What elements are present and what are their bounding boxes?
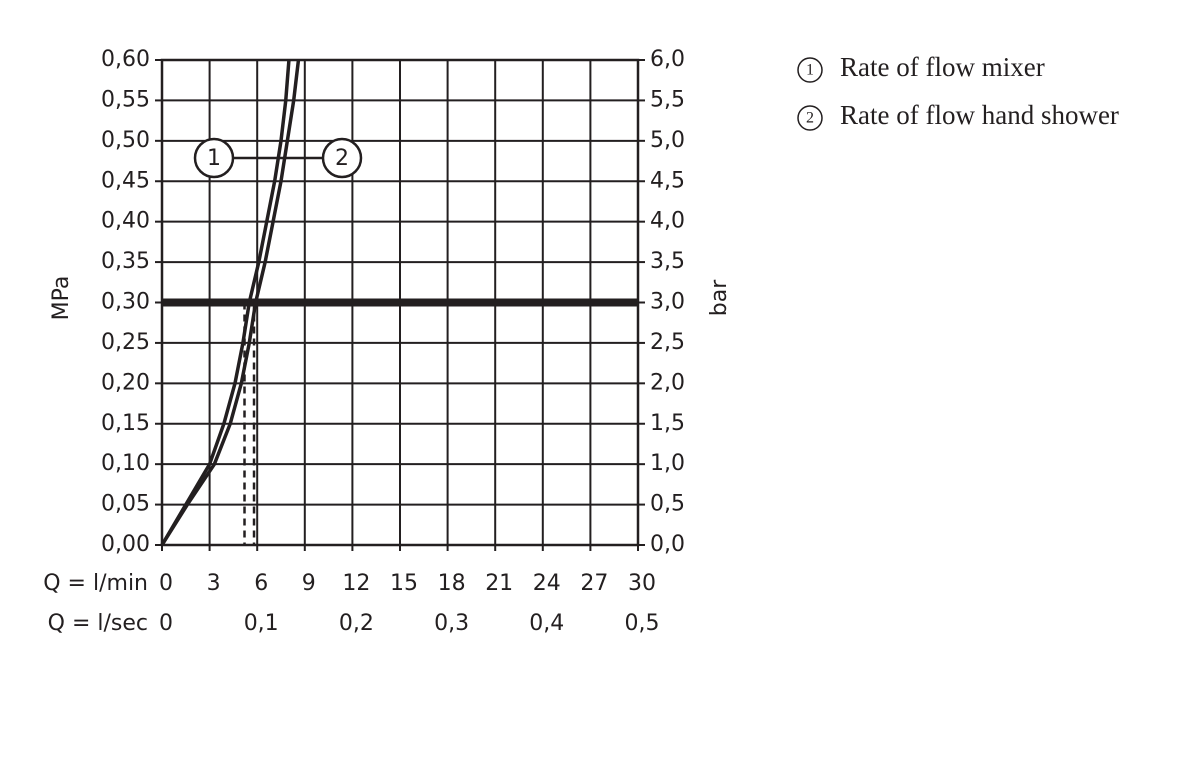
y-tick-label: 0,00 [101,532,150,557]
x2-tick-label: 0,3 [434,611,469,636]
x-tick-label: 6 [254,571,268,596]
callout-label: 2 [335,146,349,171]
y-axis-label: MPa [49,276,74,321]
y2-tick-label: 2,5 [650,330,685,355]
legend-circle [797,105,823,131]
y2-tick-label: 2,0 [650,370,685,395]
x-tick-label: 18 [438,571,466,596]
y2-tick-label: 6,0 [650,47,685,72]
callout-label: 1 [207,146,221,171]
y-tick-label: 0,25 [101,330,150,355]
x-tick-label: 21 [485,571,513,596]
y-tick-label: 0,20 [101,370,150,395]
x2-axis-label: Q = l/sec [48,611,148,636]
x2-tick-label: 0,5 [625,611,660,636]
callout-circle [321,137,363,179]
x-axis-label: Q = l/min [43,571,148,596]
y2-tick-label: 3,0 [650,290,685,315]
legend-number: 2 [806,110,814,127]
x2-tick-label: 0,4 [529,611,564,636]
y-tick-label: 0,45 [101,168,150,193]
x-tick-label: 30 [628,571,656,596]
series-line [160,59,291,546]
y-tick-label: 0,55 [101,87,150,112]
y-tick-label: 0,15 [101,411,150,436]
y2-tick-label: 0,0 [650,532,685,557]
legend-number: 1 [806,62,814,79]
x-tick-label: 24 [533,571,561,596]
series-line [160,59,301,546]
x2-tick-label: 0 [159,611,173,636]
callout-circle [193,137,235,179]
x2-tick-label: 0,1 [244,611,279,636]
x-tick-label: 0 [159,571,173,596]
legend-label: Rate of flow hand shower [840,100,1119,130]
y-tick-label: 0,40 [101,209,150,234]
y-tick-label: 0,05 [101,492,150,517]
y2-tick-label: 1,0 [650,451,685,476]
y2-tick-label: 3,5 [650,249,685,274]
y-tick-label: 0,50 [101,128,150,153]
legend-label: Rate of flow mixer [840,52,1045,82]
x-tick-label: 15 [390,571,418,596]
y2-tick-label: 5,5 [650,87,685,112]
x-tick-label: 9 [302,571,316,596]
y2-tick-label: 1,5 [650,411,685,436]
legend-circle [797,57,823,83]
y2-tick-label: 4,0 [650,209,685,234]
y2-axis-label: bar [707,279,732,316]
x-tick-label: 3 [207,571,221,596]
y-tick-label: 0,35 [101,249,150,274]
x2-tick-label: 0,2 [339,611,374,636]
y2-tick-label: 0,5 [650,492,685,517]
y-tick-label: 0,10 [101,451,150,476]
x-tick-label: 27 [580,571,608,596]
y2-tick-label: 5,0 [650,128,685,153]
y2-tick-label: 4,5 [650,168,685,193]
y-tick-label: 0,30 [101,290,150,315]
y-tick-label: 0,60 [101,47,150,72]
x-tick-label: 12 [342,571,370,596]
